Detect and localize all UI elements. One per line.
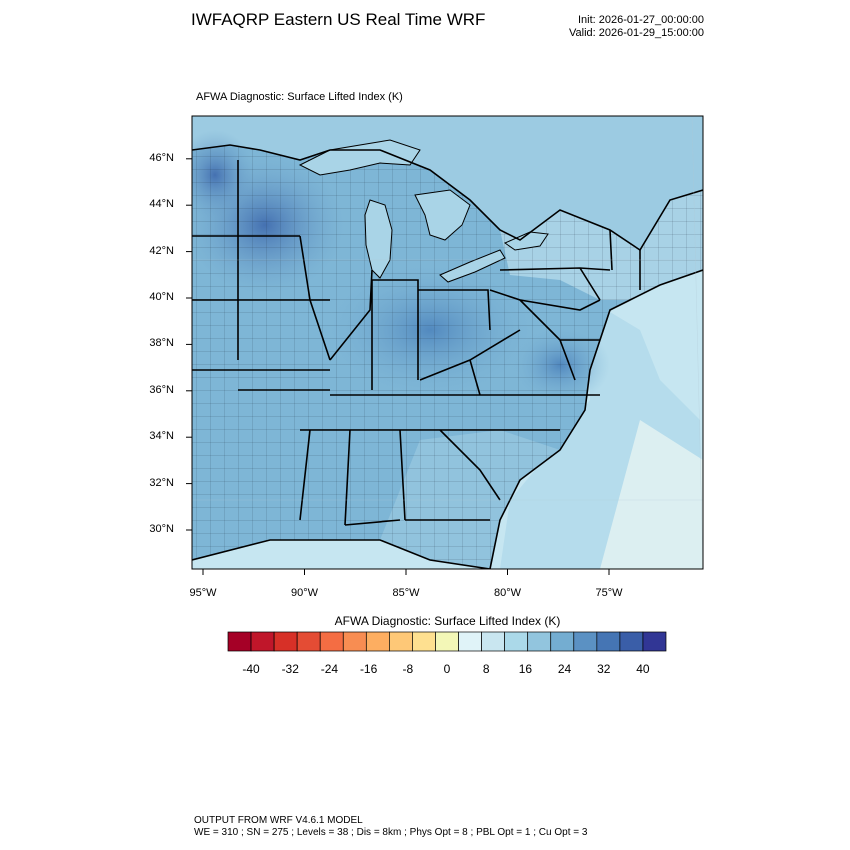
colorbar-box — [481, 631, 505, 652]
colorbar-box — [504, 631, 529, 652]
lake-superior — [298, 139, 421, 176]
lon-tick-label: 90°W — [290, 587, 319, 599]
colorbar-tick-label: 8 — [482, 662, 490, 676]
colorbar-box — [365, 631, 390, 652]
ocean-far-band — [600, 420, 703, 569]
colorbar-box — [642, 631, 667, 652]
lat-tick-label: 36°N — [149, 383, 174, 396]
colorbar-tick-label: -40 — [242, 662, 260, 676]
colorbar-box — [319, 631, 344, 652]
lat-tick-label: 38°N — [149, 337, 174, 350]
colorbar-box — [227, 631, 252, 652]
main-title: IWFAQRP Eastern US Real Time WRF — [191, 10, 486, 29]
footer-model-line: OUTPUT FROM WRF V4.6.1 MODEL — [194, 815, 363, 826]
coastline — [192, 144, 703, 569]
colorbar-box — [573, 631, 598, 652]
colorbar-tick-label: -8 — [402, 662, 414, 676]
lon-tick-marks — [202, 569, 610, 575]
lon-tick-label: 85°W — [392, 587, 420, 599]
lat-tick-label: 44°N — [149, 198, 174, 211]
lat-tick-label: 30°N — [149, 523, 174, 535]
colorbar-box — [619, 631, 644, 652]
lake-erie — [439, 249, 506, 283]
lat-tick-label: 34°N — [149, 430, 174, 443]
lat-tick-marks — [186, 158, 192, 531]
lake-ontario — [503, 231, 549, 251]
colorbar-box — [596, 631, 621, 652]
colorbar-tick-label: -24 — [320, 662, 339, 676]
lon-tick-label: 75°W — [595, 587, 623, 599]
colorbar-box — [389, 631, 413, 652]
colorbar-box — [342, 631, 367, 652]
colorbar-tick-label: -32 — [281, 662, 299, 676]
lake-huron — [414, 189, 471, 241]
colorbar-tick-label: 24 — [557, 662, 572, 676]
lat-tick-label: 46°N — [149, 151, 174, 164]
lat-tick-label: 42°N — [149, 244, 174, 257]
colorbar-box — [550, 631, 575, 652]
colorbar-tick-label: 40 — [636, 662, 650, 676]
colorbar-box — [250, 631, 275, 652]
colorbar-tick-label: 0 — [443, 662, 451, 676]
map-frame — [191, 115, 704, 570]
colorbar-box — [273, 631, 298, 652]
county-grid — [192, 145, 703, 569]
colorbar-box — [296, 631, 321, 652]
colorbar-box — [435, 631, 459, 652]
colorbar-box — [458, 631, 482, 652]
graticule — [192, 116, 703, 569]
footer-config-line: WE = 310 ; SN = 275 ; Levels = 38 ; Dis … — [194, 827, 588, 838]
lat-tick-label: 32°N — [149, 476, 174, 489]
lat-tick-label: 40°N — [149, 291, 174, 303]
state-lines — [192, 160, 641, 526]
colorbar-tick-label: 32 — [597, 662, 611, 676]
colorbar-box — [527, 631, 552, 652]
lon-tick-label: 95°W — [189, 587, 217, 599]
valid-time: Valid: 2026-01-29_15:00:00 — [569, 27, 704, 39]
field-label: AFWA Diagnostic: Surface Lifted Index (K… — [196, 91, 403, 103]
lake-michigan — [364, 199, 393, 279]
colorbar-title: AFWA Diagnostic: Surface Lifted Index (K… — [334, 614, 561, 628]
colorbar-box — [412, 631, 436, 652]
lon-tick-label: 80°W — [493, 587, 522, 599]
init-time: Init: 2026-01-27_00:00:00 — [578, 14, 704, 26]
colorbar-tick-label: 16 — [518, 662, 533, 676]
colorbar-tick-label: -16 — [359, 662, 378, 676]
